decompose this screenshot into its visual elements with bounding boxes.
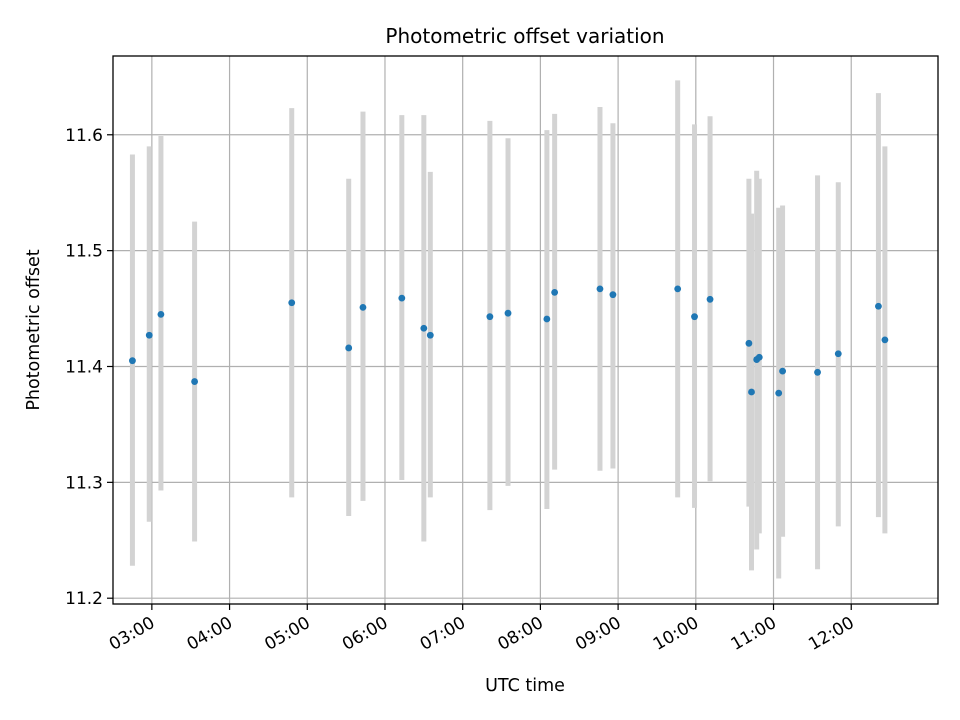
data-point — [398, 294, 406, 302]
y-tick-label: 11.6 — [65, 126, 103, 146]
data-point — [745, 339, 753, 347]
data-point — [486, 313, 494, 321]
data-point — [875, 302, 882, 310]
data-point — [543, 315, 551, 323]
y-tick-label: 11.5 — [65, 242, 103, 262]
data-point — [814, 368, 821, 376]
data-point — [145, 331, 153, 339]
y-tick-label: 11.2 — [65, 589, 103, 609]
plot-frame — [112, 55, 939, 605]
data-point — [755, 353, 763, 361]
data-point — [674, 285, 682, 293]
data-point — [191, 378, 198, 385]
data-point — [775, 389, 783, 397]
data-point — [706, 295, 714, 303]
data-point — [504, 309, 512, 317]
data-points — [129, 285, 889, 397]
data-point — [157, 310, 165, 318]
data-point — [129, 357, 136, 365]
data-point — [426, 331, 434, 339]
y-tick-label: 11.3 — [65, 473, 103, 493]
x-axis-label: UTC time — [485, 676, 565, 696]
y-axis-ticks: 11.2 11.3 11.4 11.5 11.6 — [65, 126, 113, 609]
data-point — [420, 324, 428, 332]
data-point — [609, 291, 617, 299]
data-point — [779, 367, 786, 375]
data-point — [691, 313, 698, 321]
data-point — [359, 304, 367, 311]
data-point — [834, 350, 842, 358]
data-point — [881, 336, 889, 344]
data-point — [748, 388, 755, 396]
y-axis-label: Photometric offset — [24, 249, 44, 410]
y-tick-label: 11.4 — [65, 357, 103, 377]
chart-title: Photometric offset variation — [385, 24, 664, 48]
data-point — [551, 288, 559, 296]
data-point — [596, 285, 604, 293]
data-point — [345, 344, 353, 352]
data-point — [288, 299, 296, 307]
